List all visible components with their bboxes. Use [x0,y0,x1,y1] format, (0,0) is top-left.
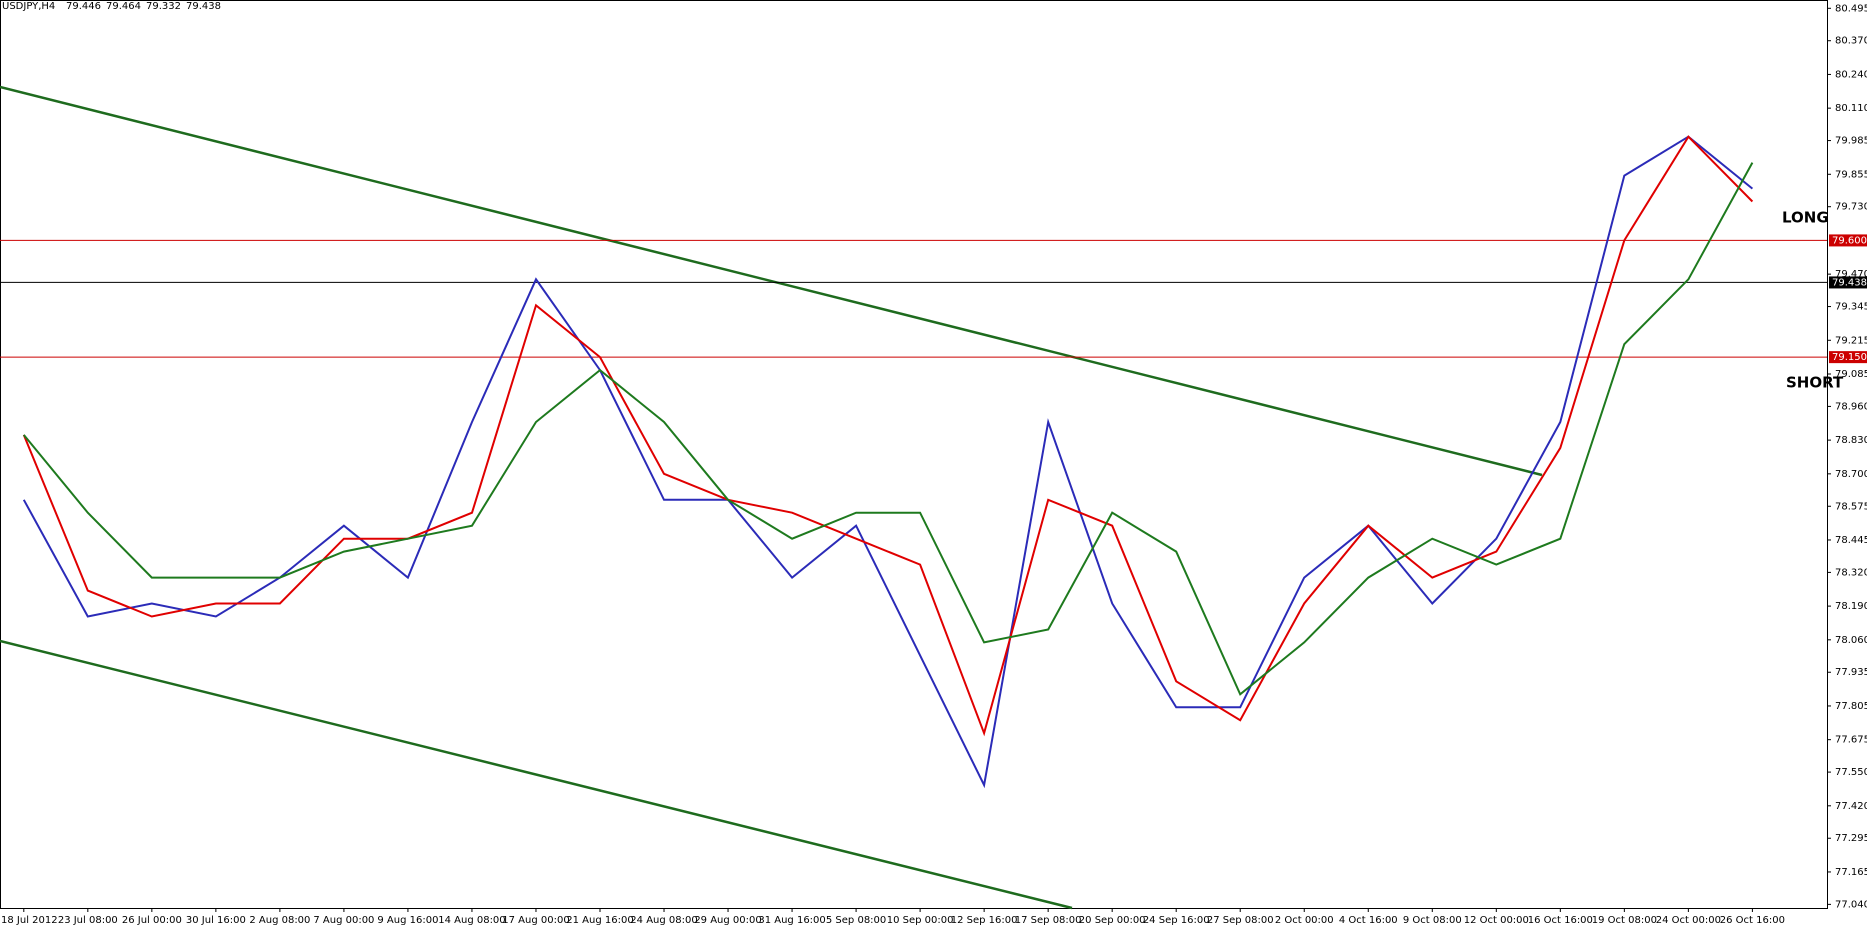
y-tick-label: 77.935 [1835,667,1867,678]
y-tick-label: 80.240 [1835,69,1867,80]
x-tick-label: 30 Jul 16:00 [186,915,246,926]
x-tick-label: 9 Aug 16:00 [377,915,438,926]
x-tick-label: 24 Aug 08:00 [630,915,697,926]
x-tick-label: 14 Aug 08:00 [438,915,505,926]
y-tick-label: 79.470 [1835,269,1867,280]
x-tick-label: 23 Jul 08:00 [58,915,118,926]
y-tick-label: 77.295 [1835,833,1867,844]
x-tick-label: 31 Aug 16:00 [758,915,825,926]
x-tick-label: 29 Aug 00:00 [694,915,761,926]
x-tick-label: 5 Sep 08:00 [826,915,886,926]
ohlc-value: 79.446 [66,1,101,12]
x-tick-label: 17 Aug 00:00 [502,915,569,926]
x-tick-label: 2 Oct 00:00 [1275,915,1334,926]
x-tick-label: 16 Oct 16:00 [1528,915,1593,926]
x-tick-label: 7 Aug 00:00 [313,915,374,926]
y-tick-label: 79.730 [1835,202,1867,213]
symbol: USDJPY,H4 [2,1,55,12]
y-tick-label: 77.550 [1835,767,1867,778]
x-tick-label: 2 Aug 08:00 [249,915,310,926]
x-tick-label: 24 Sep 16:00 [1143,915,1210,926]
y-tick-label: 77.420 [1835,801,1867,812]
y-tick-label: 79.215 [1835,335,1867,346]
y-tick-label: 78.830 [1835,435,1867,446]
series-line [22,135,1754,737]
ohlc-value: 79.438 [186,1,221,12]
x-tick-label: 24 Oct 00:00 [1656,915,1721,926]
y-tick-label: 77.040 [1835,899,1867,910]
y-tick-label: 80.495 [1835,3,1867,14]
trendline [0,639,1073,910]
level-label: 79.600 [1832,235,1867,246]
x-tick-label: 26 Oct 16:00 [1720,915,1785,926]
x-tick-label: 26 Jul 00:00 [122,915,182,926]
y-tick-label: 78.320 [1835,567,1867,578]
x-tick-label: 18 Jul 2012 [1,915,58,926]
y-tick-label: 79.085 [1835,369,1867,380]
trendline [0,85,1543,477]
x-tick-label: 12 Sep 16:00 [951,915,1018,926]
y-tick-label: 78.575 [1835,501,1867,512]
x-tick-label: 21 Aug 16:00 [566,915,633,926]
y-tick-label: 79.345 [1835,302,1867,313]
y-tick-label: 78.445 [1835,535,1867,546]
y-tick-label: 78.960 [1835,401,1867,412]
y-tick-label: 78.190 [1835,601,1867,612]
y-tick-label: 77.805 [1835,701,1867,712]
level-tag [1829,234,1867,247]
plot-frame [0,0,1828,909]
x-tick-label: 20 Sep 00:00 [1079,915,1146,926]
x-tick-label: 4 Oct 16:00 [1339,915,1398,926]
y-tick-label: 78.060 [1835,635,1867,646]
series-line [23,162,1754,696]
y-tick-label: 78.700 [1835,469,1867,480]
y-tick-label: 80.370 [1835,36,1867,47]
x-tick-label: 12 Oct 00:00 [1464,915,1529,926]
x-tick-label: 17 Sep 08:00 [1015,915,1082,926]
y-tick-label: 77.165 [1835,867,1867,878]
level-tag [1829,276,1867,289]
x-tick-label: 9 Oct 08:00 [1403,915,1462,926]
y-tick-label: 79.985 [1835,136,1867,147]
y-tick-label: 80.110 [1835,103,1867,114]
y-tick-label: 77.675 [1835,735,1867,746]
x-tick-label: 27 Sep 08:00 [1207,915,1274,926]
ohlc-value: 79.332 [146,1,181,12]
series-line [22,135,1754,789]
y-tick-label: 79.855 [1835,169,1867,180]
ohlc-value: 79.464 [106,1,141,12]
annotation: SHORT [1786,374,1844,392]
x-tick-label: 19 Oct 08:00 [1592,915,1657,926]
level-tag [1829,351,1867,364]
annotation: LONG [1782,209,1829,227]
level-label: 79.438 [1832,277,1867,288]
x-tick-label: 10 Sep 00:00 [887,915,954,926]
level-label: 79.150 [1832,352,1867,363]
